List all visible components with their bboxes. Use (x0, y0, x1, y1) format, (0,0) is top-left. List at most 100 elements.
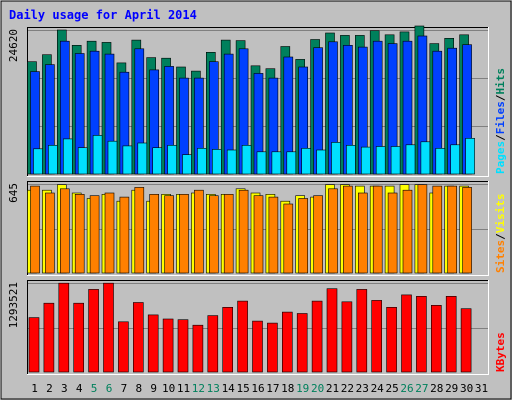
bar-kbytes (237, 300, 248, 373)
bar-pages (286, 151, 297, 175)
x-tick-label: 19 (296, 382, 309, 395)
x-tick-label: 21 (326, 382, 339, 395)
x-tick-label: 24 (371, 382, 385, 395)
bar-sites (417, 184, 428, 274)
bar-kbytes (192, 324, 204, 373)
bar-pages (92, 135, 103, 175)
x-tick-label: 11 (177, 382, 190, 395)
bar-kbytes (296, 313, 308, 373)
bar-pages (212, 149, 222, 175)
bar-pages (62, 138, 73, 175)
bar-pages (48, 145, 58, 175)
x-tick-label: 25 (385, 382, 398, 395)
bar-pages (167, 145, 177, 175)
legend-entry: KBytes (494, 332, 507, 372)
bar-sites (357, 192, 368, 274)
x-tick-label: 27 (415, 382, 428, 395)
bar-sites (194, 189, 204, 274)
bar-sites (283, 203, 294, 274)
bar-pages (271, 151, 282, 175)
bar-kbytes (222, 306, 233, 373)
legend-entry: Visits (494, 194, 507, 234)
x-tick-label: 31 (475, 382, 488, 395)
legend-entry: / (494, 134, 507, 141)
y-tick-label: 645 (7, 183, 20, 203)
x-tick-label: 16 (251, 382, 264, 395)
bar-sites (402, 189, 413, 274)
legend-entry: Sites (494, 240, 507, 273)
bar-kbytes (371, 300, 383, 373)
bar-pages (137, 142, 148, 175)
x-tick-label: 14 (222, 382, 236, 395)
bar-kbytes (147, 314, 159, 373)
bar-sites (298, 198, 309, 274)
bar-sites (432, 185, 443, 274)
y-tick-label: 1293521 (7, 282, 20, 328)
bar-sites (119, 196, 130, 274)
bar-sites (268, 196, 279, 274)
legend: Sites/Visits (494, 194, 507, 274)
bar-kbytes (162, 318, 174, 373)
middle-panel: 645 Sites/Visits (7, 181, 507, 276)
bar-sites (238, 189, 249, 274)
bar-pages (346, 145, 356, 175)
bar-sites (164, 195, 174, 274)
bar-pages (226, 149, 237, 175)
bar-kbytes (43, 302, 55, 373)
bar-kbytes (341, 301, 353, 373)
bar-kbytes (118, 321, 129, 373)
bar-pages (182, 154, 192, 175)
bar-pages (405, 144, 416, 175)
x-tick-label: 9 (150, 382, 157, 395)
legend-entry: / (494, 233, 507, 240)
x-tick-label: 29 (445, 382, 458, 395)
bar-kbytes (430, 304, 442, 373)
bar-kbytes (311, 300, 323, 373)
x-tick-label: 8 (135, 382, 142, 395)
bar-sites (372, 185, 383, 274)
bar-pages (152, 147, 162, 175)
bar-kbytes (88, 289, 99, 373)
bar-pages (375, 146, 386, 175)
chart-title: Daily usage for April 2014 (9, 8, 197, 22)
bar-sites (209, 195, 219, 274)
bar-sites (149, 194, 159, 274)
bar-pages (197, 148, 207, 175)
legend-entry: Hits (494, 68, 507, 95)
x-tick-label: 13 (207, 382, 220, 395)
bar-kbytes (326, 288, 338, 373)
x-tick-label: 12 (192, 382, 205, 395)
legend: KBytes (494, 332, 507, 372)
bottom-panel: 1293521 KBytes (7, 280, 507, 375)
bar-kbytes (356, 289, 368, 373)
bar-sites (313, 195, 323, 274)
bar-sites (223, 194, 234, 274)
bar-sites (74, 194, 85, 274)
bar-kbytes (103, 282, 114, 373)
bar-sites (45, 192, 55, 274)
bar-kbytes (267, 322, 278, 373)
y-tick-label: 24620 (7, 29, 20, 62)
bar-pages (77, 147, 88, 175)
bar-pages (420, 141, 431, 175)
bar-kbytes (133, 302, 144, 373)
x-tick-label: 18 (281, 382, 294, 395)
x-tick-label: 17 (266, 382, 279, 395)
bar-pages (390, 146, 401, 175)
bar-pages (465, 138, 475, 175)
bar-kbytes (460, 308, 472, 373)
bar-sites (462, 187, 472, 274)
bar-pages (316, 149, 326, 175)
x-tick-label: 23 (356, 382, 369, 395)
x-tick-label: 3 (61, 382, 68, 395)
x-tick-label: 28 (430, 382, 443, 395)
x-tick-label: 15 (236, 382, 249, 395)
bar-pages (122, 145, 133, 175)
x-tick-label: 10 (162, 382, 175, 395)
bar-pages (241, 145, 252, 175)
bar-kbytes (416, 295, 427, 373)
legend: Pages/Files/Hits (494, 68, 507, 174)
bar-pages (435, 148, 446, 175)
